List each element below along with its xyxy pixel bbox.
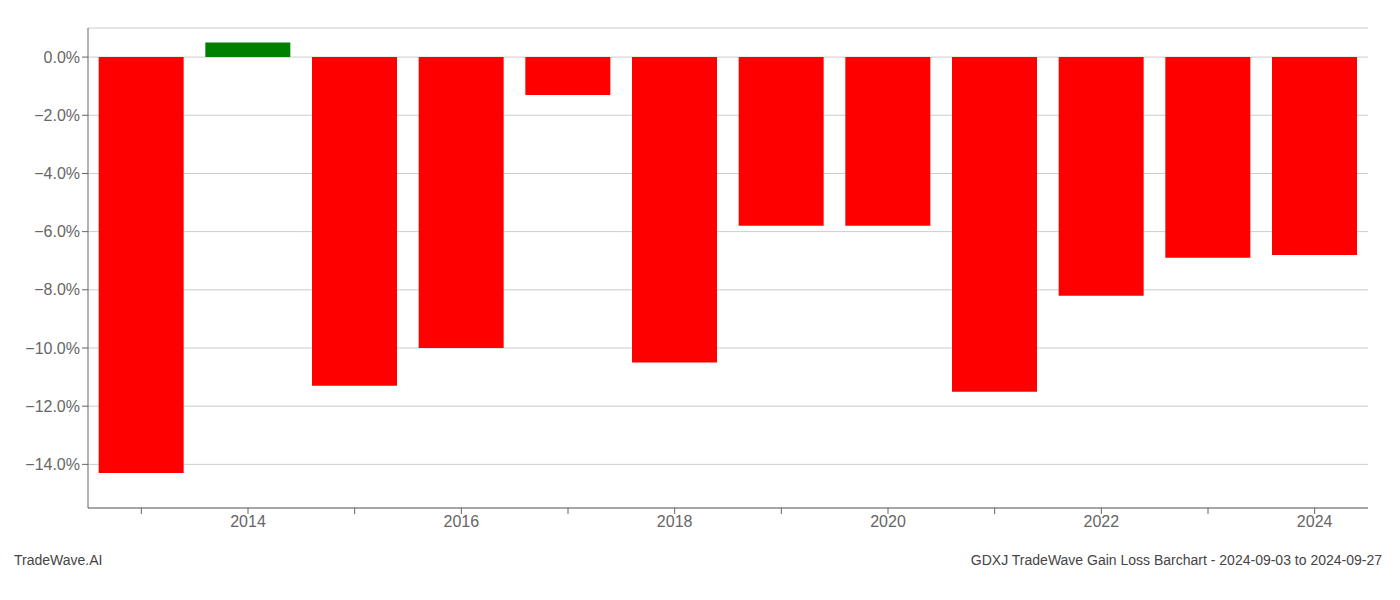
svg-text:−12.0%: −12.0% [25, 398, 80, 415]
svg-text:2022: 2022 [1084, 513, 1120, 530]
svg-text:−10.0%: −10.0% [25, 340, 80, 357]
svg-text:2014: 2014 [230, 513, 266, 530]
svg-text:−8.0%: −8.0% [34, 281, 80, 298]
svg-text:2018: 2018 [657, 513, 693, 530]
svg-text:−6.0%: −6.0% [34, 223, 80, 240]
html-text:TradeWave.AI: TradeWave.AI [14, 552, 103, 568]
svg-text:2020: 2020 [870, 513, 906, 530]
svg-text:−14.0%: −14.0% [25, 456, 80, 473]
html-text:GDXJ TradeWave Gain Loss Barch: GDXJ TradeWave Gain Loss Barchart - 2024… [970, 552, 1382, 568]
svg-text:−4.0%: −4.0% [34, 165, 80, 182]
svg-text:0.0%: 0.0% [44, 49, 80, 66]
svg-text:2016: 2016 [444, 513, 480, 530]
svg-text:2024: 2024 [1297, 513, 1333, 530]
svg-text:−2.0%: −2.0% [34, 107, 80, 124]
